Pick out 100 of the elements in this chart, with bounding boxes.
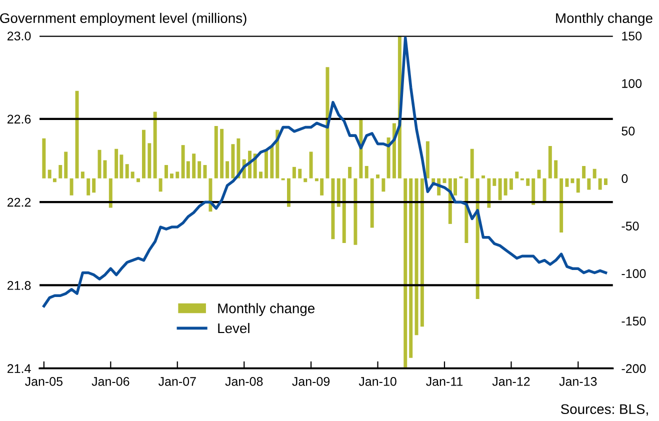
- x-tick-label: Jan-12: [492, 377, 530, 386]
- x-tick-label: Jan-08: [225, 377, 263, 386]
- legend-label: Monthly change: [218, 303, 314, 316]
- y-tick-label: 21.8: [8, 281, 31, 290]
- bar: [482, 175, 485, 178]
- x-tick-label: Jan-10: [358, 377, 396, 386]
- bar: [404, 178, 408, 368]
- bar: [286, 178, 290, 207]
- y2-tick-label: 100: [622, 79, 642, 88]
- y-tick-label: 21.4: [8, 364, 31, 373]
- bar: [582, 166, 586, 178]
- y2-tick-label: -200: [622, 364, 646, 374]
- y-tick-label: 23.0: [8, 32, 31, 40]
- bar: [509, 178, 513, 190]
- y2-tick-label: 0: [622, 174, 628, 183]
- x-tick-label: Jan-11: [426, 377, 463, 386]
- bar: [464, 178, 468, 243]
- x-tick-label: Jan-09: [292, 377, 330, 386]
- source-note: Sources: BLS,: [560, 404, 648, 416]
- bar: [604, 178, 608, 185]
- bar: [108, 178, 112, 208]
- bar: [554, 160, 558, 178]
- bar: [414, 178, 418, 336]
- bar: [80, 172, 84, 178]
- bar: [176, 172, 180, 178]
- bar: [526, 178, 530, 186]
- bar: [92, 178, 96, 193]
- bar: [504, 178, 508, 196]
- bar: [153, 112, 157, 178]
- bar: [515, 172, 519, 178]
- bar: [336, 178, 340, 207]
- bar: [164, 165, 168, 178]
- bar: [331, 178, 335, 240]
- bar: [58, 165, 62, 178]
- bar: [598, 178, 602, 190]
- bar: [354, 178, 358, 245]
- bar: [560, 178, 564, 232]
- bar: [370, 178, 374, 228]
- bar: [231, 144, 235, 178]
- bar: [386, 137, 390, 178]
- bar: [376, 174, 380, 178]
- bar: [264, 150, 268, 178]
- y2-tick-label: -50: [622, 222, 639, 230]
- bar: [498, 178, 502, 200]
- bar: [52, 178, 56, 182]
- bar: [292, 166, 296, 178]
- bar: [220, 128, 224, 178]
- bar: [64, 152, 68, 178]
- y2-tick-label: 150: [622, 32, 642, 40]
- bar: [198, 161, 202, 178]
- bar: [492, 178, 496, 186]
- bar: [130, 172, 134, 178]
- bar: [192, 154, 196, 178]
- bar: [304, 178, 308, 182]
- bar: [142, 130, 146, 178]
- bar: [426, 141, 430, 178]
- y-tick-label: 22.2: [8, 198, 31, 207]
- bar: [548, 146, 552, 178]
- bar: [348, 166, 352, 178]
- bar: [420, 178, 424, 327]
- bar: [226, 161, 230, 178]
- y-tick-label: 22.6: [8, 114, 31, 124]
- bar: [70, 178, 74, 196]
- bar: [592, 168, 596, 178]
- y-axis-title: Government employment level (millions): [0, 12, 246, 26]
- y2-axis-title: Monthly change: [556, 12, 652, 26]
- bar: [125, 164, 129, 178]
- x-tick-label: Jan-06: [92, 377, 130, 386]
- bar: [487, 178, 491, 208]
- x-tick-label: Jan-13: [559, 377, 597, 386]
- bar: [170, 174, 174, 178]
- x-tick-label: Jan-07: [158, 377, 196, 386]
- bar: [565, 178, 569, 187]
- bar: [309, 152, 313, 178]
- y2-tick-label: 50: [622, 126, 635, 136]
- x-tick-label: Jan-05: [25, 377, 63, 386]
- bar: [48, 170, 52, 178]
- bar: [148, 143, 152, 178]
- bar: [259, 172, 262, 178]
- bar: [75, 90, 79, 178]
- bar: [342, 178, 346, 243]
- bar: [214, 126, 218, 178]
- bar: [326, 67, 330, 178]
- bar: [270, 146, 274, 178]
- bar: [298, 168, 302, 178]
- bar: [470, 148, 474, 178]
- y2-tick-label: -100: [622, 269, 646, 278]
- bar: [136, 178, 140, 182]
- bar: [158, 178, 162, 192]
- bar: [382, 178, 386, 192]
- bar: [409, 178, 413, 358]
- bar: [86, 178, 90, 196]
- bar: [364, 166, 368, 178]
- bar: [576, 178, 580, 193]
- legend-label: Level: [218, 322, 250, 334]
- bar: [532, 178, 536, 205]
- y2-tick-label: -150: [622, 316, 646, 326]
- bar: [570, 178, 574, 184]
- bar: [42, 138, 46, 178]
- bar: [587, 178, 591, 190]
